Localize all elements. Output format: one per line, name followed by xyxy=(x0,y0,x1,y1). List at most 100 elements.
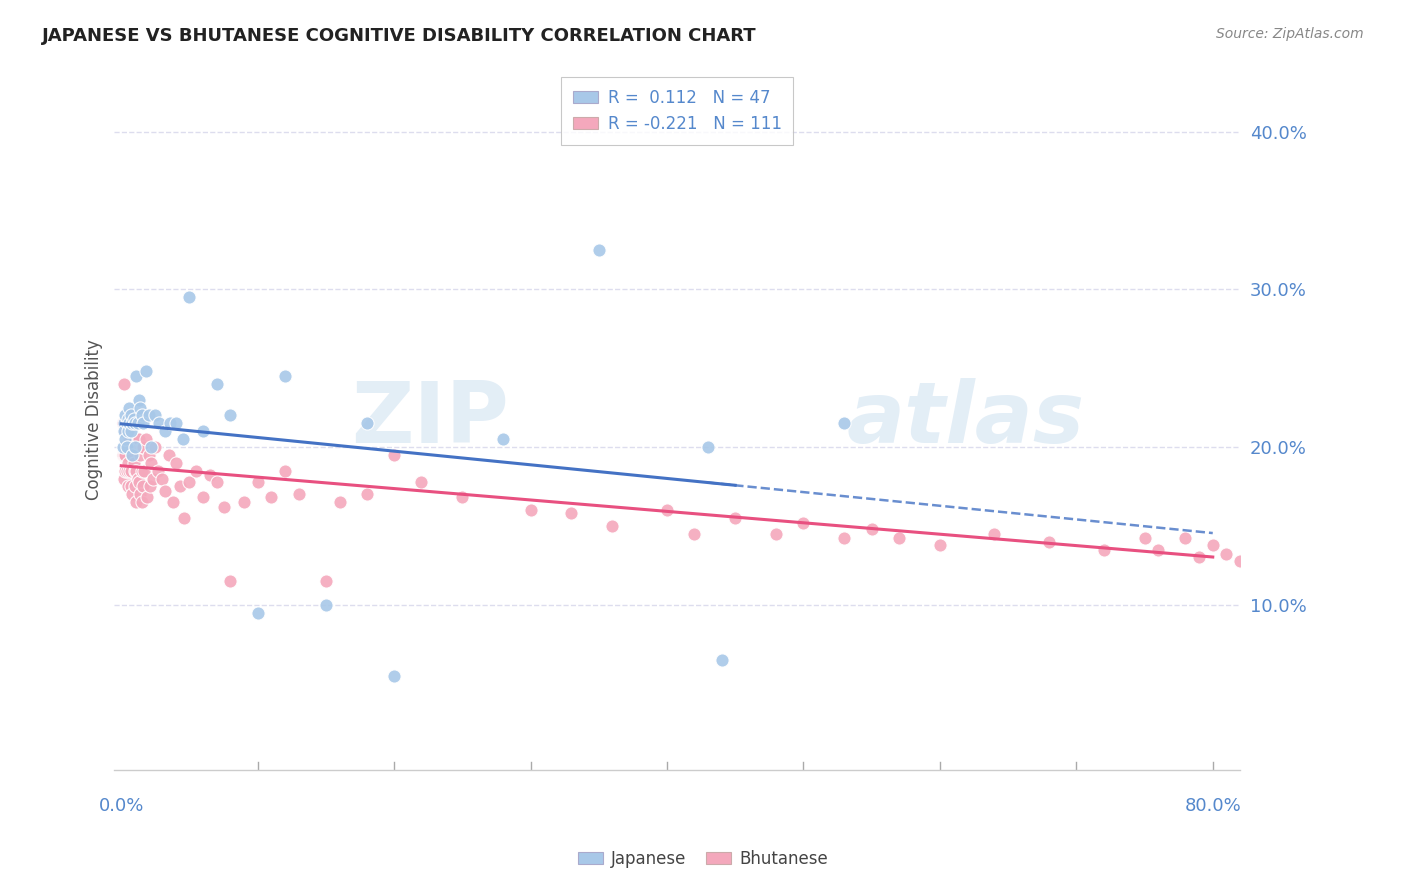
Legend: R =  0.112   N = 47, R = -0.221   N = 111: R = 0.112 N = 47, R = -0.221 N = 111 xyxy=(561,77,793,145)
Point xyxy=(697,440,720,454)
Point xyxy=(131,495,153,509)
Point xyxy=(1284,558,1306,573)
Point xyxy=(887,532,910,546)
Point xyxy=(1365,558,1388,573)
Text: 80.0%: 80.0% xyxy=(1184,797,1241,815)
Point xyxy=(131,409,153,423)
Point xyxy=(198,468,221,483)
Point xyxy=(588,243,610,257)
Point xyxy=(219,574,242,588)
Point xyxy=(111,448,134,462)
Point xyxy=(153,424,176,438)
Point xyxy=(125,495,148,509)
Point xyxy=(1202,538,1225,552)
Point xyxy=(112,424,135,438)
Point xyxy=(135,432,157,446)
Point xyxy=(114,424,136,438)
Point xyxy=(128,392,150,407)
Point xyxy=(1270,553,1292,567)
Point xyxy=(135,364,157,378)
Point xyxy=(246,475,269,489)
Point xyxy=(114,448,136,462)
Point xyxy=(492,432,515,446)
Point xyxy=(560,506,582,520)
Point xyxy=(141,440,163,454)
Point xyxy=(655,503,678,517)
Point xyxy=(124,464,146,478)
Point xyxy=(411,475,433,489)
Point xyxy=(165,417,187,431)
Point xyxy=(115,417,138,431)
Point xyxy=(122,456,145,470)
Point xyxy=(860,522,883,536)
Text: ZIP: ZIP xyxy=(350,378,509,461)
Point xyxy=(118,401,141,415)
Point xyxy=(274,369,297,384)
Point xyxy=(928,538,950,552)
Point xyxy=(115,464,138,478)
Point xyxy=(172,432,194,446)
Point xyxy=(117,424,139,438)
Point xyxy=(120,409,142,423)
Point xyxy=(1174,532,1197,546)
Point xyxy=(120,424,142,438)
Point xyxy=(111,440,134,454)
Point xyxy=(205,475,228,489)
Point xyxy=(120,464,142,478)
Point xyxy=(246,606,269,620)
Text: 0.0%: 0.0% xyxy=(98,797,143,815)
Point xyxy=(1256,550,1278,565)
Point xyxy=(141,456,163,470)
Point xyxy=(169,479,191,493)
Point xyxy=(287,487,309,501)
Point xyxy=(1379,563,1402,577)
Point xyxy=(173,511,195,525)
Point xyxy=(112,448,135,462)
Point xyxy=(124,479,146,493)
Point xyxy=(710,653,733,667)
Point xyxy=(124,432,146,446)
Point xyxy=(683,526,706,541)
Point xyxy=(179,290,201,304)
Point xyxy=(115,417,138,431)
Text: Source: ZipAtlas.com: Source: ZipAtlas.com xyxy=(1216,27,1364,41)
Point xyxy=(121,448,143,462)
Point xyxy=(125,369,148,384)
Point xyxy=(127,432,149,446)
Point xyxy=(114,432,136,446)
Point xyxy=(157,448,180,462)
Point xyxy=(186,464,208,478)
Point xyxy=(983,526,1005,541)
Point xyxy=(120,440,142,454)
Point xyxy=(1229,553,1251,567)
Point xyxy=(118,464,141,478)
Text: atlas: atlas xyxy=(846,378,1084,461)
Point xyxy=(131,464,153,478)
Point xyxy=(315,598,337,612)
Point xyxy=(165,456,187,470)
Point xyxy=(127,417,149,431)
Point xyxy=(219,409,242,423)
Point xyxy=(111,417,134,431)
Point xyxy=(117,411,139,425)
Point xyxy=(118,409,141,423)
Point xyxy=(134,464,156,478)
Point xyxy=(792,516,814,530)
Point xyxy=(143,409,166,423)
Point xyxy=(122,411,145,425)
Point xyxy=(121,417,143,431)
Point xyxy=(117,440,139,454)
Point xyxy=(1147,542,1170,557)
Point xyxy=(159,417,181,431)
Point xyxy=(128,475,150,489)
Point xyxy=(1188,550,1211,565)
Point xyxy=(765,526,787,541)
Point xyxy=(129,401,152,415)
Y-axis label: Cognitive Disability: Cognitive Disability xyxy=(86,339,103,500)
Point xyxy=(142,472,165,486)
Point xyxy=(1133,532,1156,546)
Point xyxy=(148,417,170,431)
Point xyxy=(519,503,541,517)
Point xyxy=(124,417,146,431)
Point xyxy=(205,376,228,391)
